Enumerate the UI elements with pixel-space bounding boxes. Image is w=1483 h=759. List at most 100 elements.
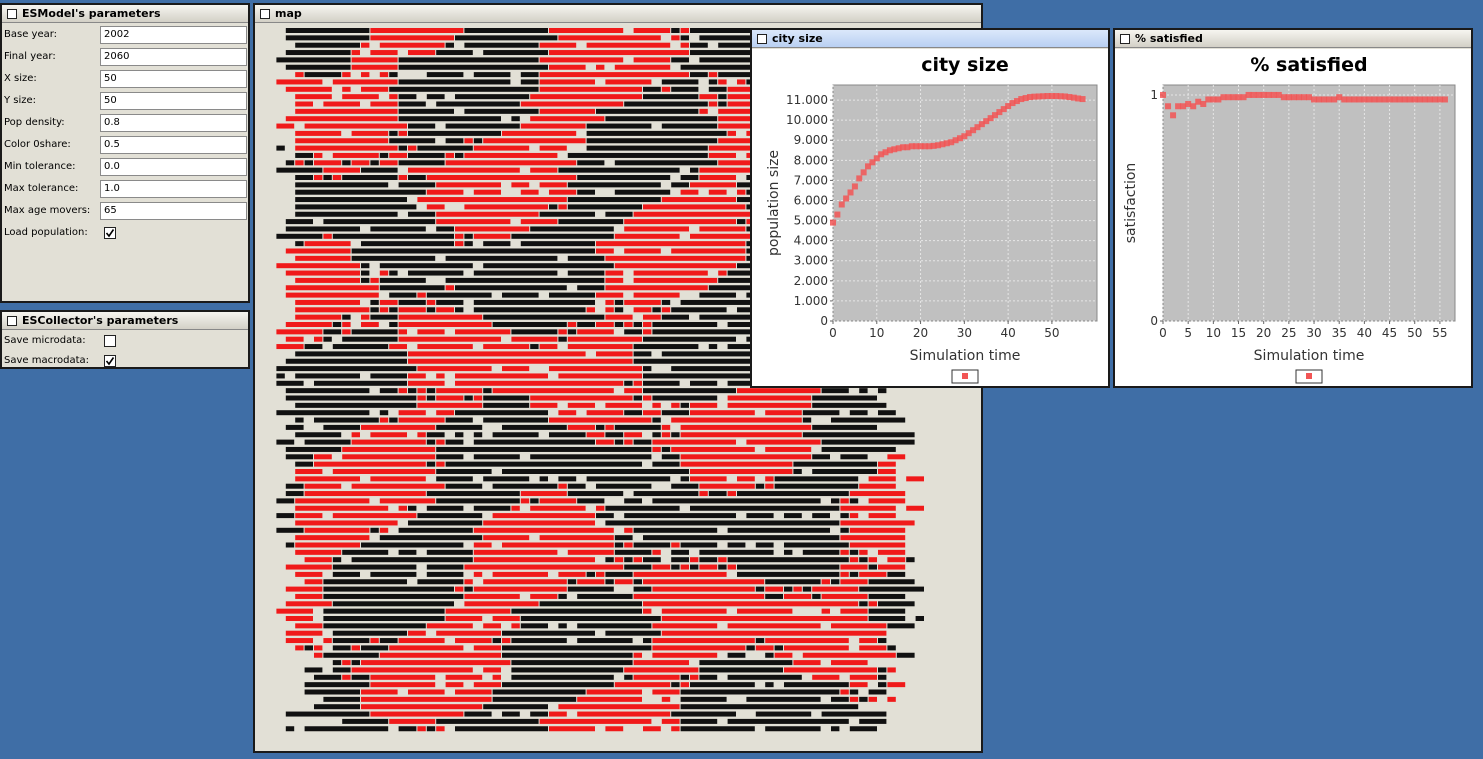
map-cell [426, 395, 436, 401]
text-input[interactable]: 2060 [100, 48, 247, 66]
scatter-point [1265, 91, 1272, 98]
map-cell [868, 498, 906, 504]
map-cell [379, 299, 398, 305]
map-cell [389, 138, 436, 144]
map-cell [643, 726, 661, 732]
map-cell [342, 94, 379, 100]
map-cell [708, 101, 718, 107]
text-input[interactable]: 50 [100, 92, 247, 110]
window-toggle[interactable] [757, 34, 767, 44]
map-cell [849, 498, 859, 504]
map-cell [304, 579, 323, 585]
scatter-point [1027, 94, 1034, 101]
map-cell [276, 498, 295, 504]
map-cell [802, 586, 812, 592]
map-cell [859, 557, 868, 563]
map-cell [699, 167, 774, 173]
map-cell [887, 623, 915, 629]
check-mark [105, 229, 115, 238]
map-cell [511, 329, 558, 335]
checkbox[interactable] [104, 227, 116, 239]
text-input[interactable]: 0.5 [100, 136, 247, 154]
map-cell [455, 307, 464, 313]
title-bar: % satisfied [1115, 30, 1471, 48]
map-cell [633, 358, 774, 364]
window-toggle[interactable] [7, 316, 17, 326]
map-cell [614, 439, 624, 445]
map-cell [332, 469, 436, 474]
map-cell [295, 138, 389, 144]
map-cell [596, 483, 652, 489]
text-input[interactable]: 50 [100, 70, 247, 88]
checkbox[interactable] [104, 355, 116, 367]
map-cell [464, 108, 539, 114]
map-cell [539, 145, 567, 151]
map-cell [408, 167, 520, 173]
map-cell [596, 322, 614, 327]
map-cell [802, 432, 915, 438]
map-cell [887, 667, 896, 673]
text-input[interactable]: 0.0 [100, 158, 247, 176]
map-cell [633, 211, 755, 217]
scatter-point [1356, 96, 1363, 103]
map-cell [671, 307, 727, 313]
map-cell [699, 483, 755, 489]
text-input[interactable]: 2002 [100, 26, 247, 44]
window-toggle[interactable] [260, 9, 270, 19]
map-cell [398, 130, 407, 136]
map-cell [351, 557, 473, 563]
map-cell [304, 726, 389, 732]
map-cell [577, 189, 595, 195]
map-cell [727, 130, 736, 136]
scatter-point [1075, 95, 1082, 102]
map-cell [455, 380, 624, 386]
scatter-point [843, 195, 850, 202]
map-cell [408, 373, 426, 379]
map-cell [520, 101, 624, 107]
field-label: Base year: [4, 29, 58, 40]
scatter-point [834, 211, 841, 218]
map-cell [699, 549, 774, 555]
map-cell [633, 542, 671, 548]
map-cell [379, 388, 398, 394]
map-cell [492, 513, 595, 519]
map-cell [295, 94, 332, 100]
map-cell [285, 446, 342, 452]
map-cell [530, 395, 633, 401]
map-cell [849, 549, 859, 555]
map-cell [690, 42, 708, 48]
map-cell [539, 211, 595, 217]
map-cell [699, 94, 718, 100]
map-cell [455, 226, 530, 232]
map-cell [342, 718, 389, 724]
map-cell [690, 233, 755, 239]
text-input[interactable]: 1.0 [100, 180, 247, 198]
map-cell [276, 233, 323, 239]
map-cell [304, 241, 351, 247]
map-cell [455, 35, 558, 41]
scatter-point [1066, 94, 1073, 101]
map-cell [868, 696, 877, 702]
checkbox[interactable] [104, 335, 116, 347]
map-cell [661, 432, 671, 438]
window-toggle[interactable] [7, 9, 17, 19]
map-cell [558, 329, 567, 335]
map-cell [859, 586, 924, 592]
map-cell [821, 446, 896, 452]
map-cell [643, 314, 661, 320]
map-cell [323, 638, 332, 644]
map-cell [351, 645, 360, 651]
text-input[interactable]: 0.8 [100, 114, 247, 132]
map-cell [577, 711, 671, 717]
text-input[interactable]: 65 [100, 202, 247, 220]
map-cell [661, 630, 887, 636]
map-cell [332, 660, 342, 666]
map-cell [398, 726, 417, 732]
map-cell [520, 616, 661, 621]
scatter-point [1351, 96, 1358, 103]
map-cell [868, 557, 877, 563]
map-cell [436, 373, 445, 379]
map-cell [906, 505, 924, 511]
map-cell [737, 491, 849, 497]
window-toggle[interactable] [1120, 34, 1130, 44]
